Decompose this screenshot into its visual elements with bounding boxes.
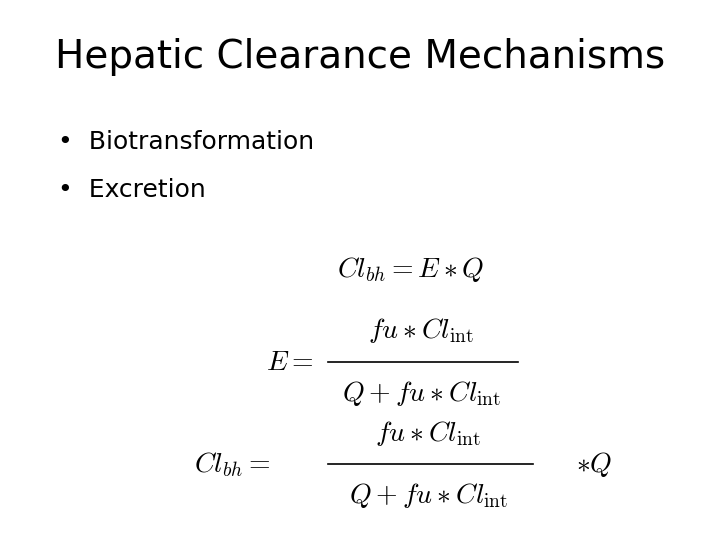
Text: $Q + fu * Cl_{\mathrm{int}}$: $Q + fu * Cl_{\mathrm{int}}$ (348, 481, 508, 510)
Text: $fu * Cl_{\mathrm{int}}$: $fu * Cl_{\mathrm{int}}$ (375, 418, 482, 448)
Text: $Q + fu * Cl_{\mathrm{int}}$: $Q + fu * Cl_{\mathrm{int}}$ (341, 379, 501, 408)
Text: •  Biotransformation: • Biotransformation (58, 130, 314, 153)
Text: $Cl_{bh} = $: $Cl_{bh} = $ (194, 450, 271, 479)
Text: Hepatic Clearance Mechanisms: Hepatic Clearance Mechanisms (55, 38, 665, 76)
Text: $Cl_{bh} = E * Q$: $Cl_{bh} = E * Q$ (337, 255, 484, 285)
Text: $* Q$: $* Q$ (576, 450, 613, 479)
Text: •  Excretion: • Excretion (58, 178, 205, 202)
Text: $E = $: $E = $ (266, 348, 314, 376)
Text: $fu * Cl_{\mathrm{int}}$: $fu * Cl_{\mathrm{int}}$ (368, 316, 474, 345)
